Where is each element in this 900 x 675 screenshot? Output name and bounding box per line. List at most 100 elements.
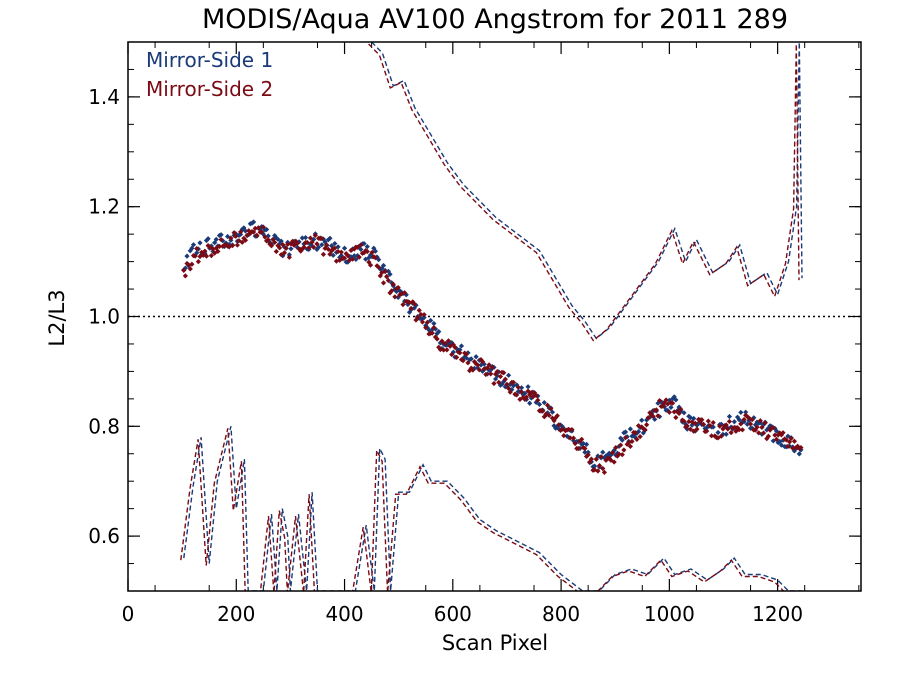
ms2-point (583, 453, 590, 460)
ms1-point (335, 244, 341, 250)
ms2-point (723, 422, 729, 428)
ms2-point (606, 455, 612, 461)
ms1-lower-envelope (183, 426, 802, 591)
ms1-point (387, 271, 393, 277)
x-tick-label: 600 (434, 602, 472, 626)
ms2-point (372, 255, 379, 261)
ms2-point (657, 397, 663, 404)
ms2-point (265, 237, 271, 243)
ms1-point (723, 431, 729, 437)
x-tick-label: 1200 (752, 602, 803, 626)
ms2-point (267, 241, 273, 247)
ms2-point (286, 254, 292, 260)
ms2-point (255, 225, 262, 231)
ms1-point (463, 355, 469, 361)
ms1-point (622, 429, 629, 435)
ms2-point (382, 269, 388, 275)
ms2-point (475, 362, 481, 368)
ms2-point (351, 246, 357, 252)
ms2-point (218, 236, 224, 243)
ms2-point (600, 465, 606, 472)
ms2-point (192, 253, 198, 259)
ms2-point (785, 443, 791, 450)
ms1-point (505, 372, 512, 378)
ms2-point (765, 433, 772, 439)
ms1-point (527, 400, 533, 406)
ms2-point (635, 423, 642, 429)
ms2-point (528, 389, 534, 396)
ms1-point (358, 246, 364, 252)
ms2-point (747, 421, 754, 427)
ms1-point (294, 244, 301, 251)
ms2-point (546, 412, 552, 418)
ms2-point (596, 462, 603, 469)
ms2-point (395, 284, 401, 291)
ms1-point (533, 399, 539, 405)
ms1-point (361, 241, 367, 247)
ms2-point (671, 409, 677, 415)
x-tick-label: 200 (217, 602, 255, 626)
ms2-point (559, 426, 565, 432)
ms1-point (431, 320, 437, 327)
ms2-point (299, 246, 305, 252)
ms2-point (473, 361, 479, 367)
ms2-point (634, 436, 640, 443)
ms2-point (760, 430, 767, 436)
ms2-point (728, 430, 734, 436)
ms2-point (380, 280, 387, 286)
ms2-point (343, 251, 349, 257)
ms2-point (423, 325, 429, 331)
ms2-point (726, 418, 733, 425)
ms1-point (580, 440, 586, 447)
ms1-point (778, 442, 785, 448)
ms1-point (449, 340, 455, 346)
ms1-point (345, 259, 351, 265)
ms1-point (309, 243, 315, 249)
ms1-point (265, 233, 271, 239)
x-tick-label: 0 (122, 602, 135, 626)
ms1-point (666, 397, 672, 403)
ms1-point (348, 254, 354, 260)
ms2-point (746, 415, 752, 421)
ms2-point (501, 370, 507, 376)
ms1-point (468, 356, 474, 362)
ms2-point (239, 239, 245, 245)
ms2-point (561, 433, 567, 439)
ms2-point (622, 435, 629, 441)
ms1-point (263, 226, 270, 233)
ms2-point (567, 435, 573, 441)
ms2-point (228, 235, 234, 241)
ms2-point (553, 415, 559, 421)
ms2-point (385, 277, 391, 284)
ms1-point (635, 428, 642, 435)
ms1-point (518, 385, 525, 391)
ms2-point (725, 426, 731, 432)
ms1-point (218, 232, 224, 238)
ms1-point (684, 426, 690, 432)
ms2-upper-envelope (368, 43, 800, 342)
ms2-point (272, 239, 278, 246)
ms1-point (687, 415, 694, 421)
ms2-point (488, 371, 494, 377)
ms1-point (363, 256, 369, 262)
ms1-point (551, 423, 557, 429)
ms1-point (325, 237, 331, 243)
ms1-point (411, 305, 417, 311)
ms2-point (517, 396, 523, 402)
ms1-point (338, 252, 344, 259)
ms1-point (454, 346, 460, 352)
ms2-point (551, 418, 557, 424)
plot-area (180, 42, 804, 591)
ms2-point (434, 336, 440, 342)
ms2-point (465, 360, 471, 366)
ms2-point (250, 229, 257, 235)
ms2-point (790, 445, 796, 451)
ms1-point (436, 329, 442, 335)
ms2-point (332, 245, 338, 251)
ms1-point (281, 244, 288, 250)
ms2-point (791, 438, 798, 444)
ms2-point (588, 456, 595, 462)
ms1-point (582, 449, 588, 455)
ms2-point (431, 324, 437, 331)
